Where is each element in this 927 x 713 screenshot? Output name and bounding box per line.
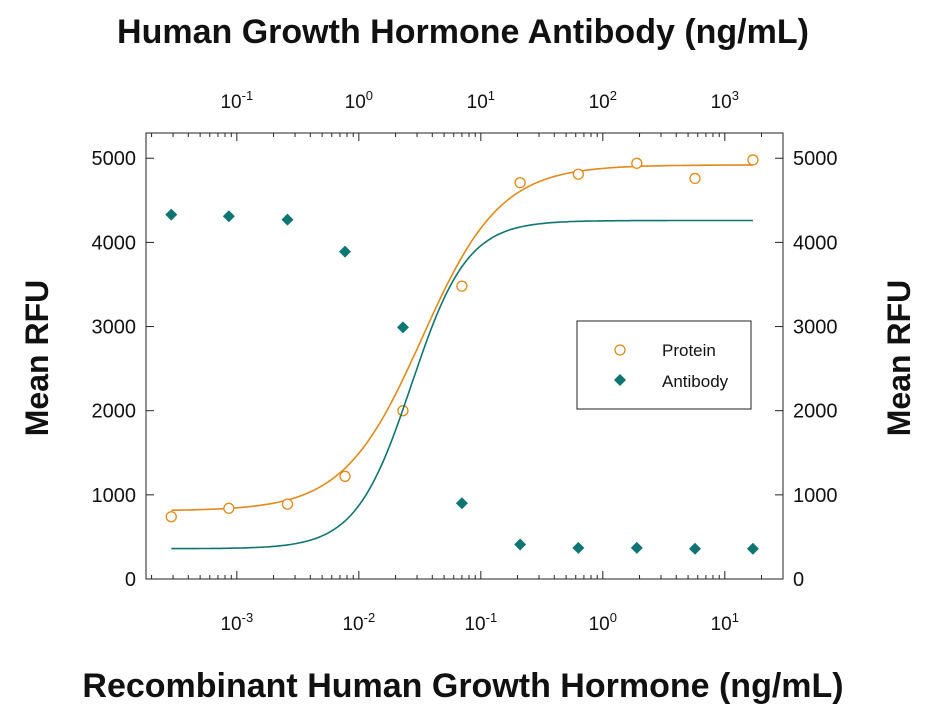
- x-bottom-tick-label: 101: [711, 610, 739, 635]
- x-bottom-tick-label: 100: [589, 610, 617, 635]
- antibody-data-point: [689, 542, 702, 555]
- x-top-tick-label: 100: [345, 88, 373, 113]
- x-top-tick-label: 10-1: [220, 88, 253, 113]
- x-bottom-tick-label: 10-1: [464, 610, 497, 635]
- plot-frame: [145, 132, 784, 580]
- protein-data-point: [689, 172, 701, 185]
- protein-data-point: [456, 280, 468, 292]
- y-right-tick-label: 4000: [793, 232, 838, 254]
- y-left-tick-label: 3000: [92, 317, 137, 339]
- x-top-tick-label: 101: [467, 88, 495, 113]
- y-right-tick-label: 0: [793, 569, 804, 591]
- y-right-tick-label: 1000: [793, 485, 838, 507]
- antibody-data-point: [572, 541, 585, 554]
- y-left-tick-label: 0: [125, 569, 136, 591]
- right-axis-title: Mean RFU: [881, 280, 917, 436]
- y-left-tick-label: 1000: [92, 485, 137, 507]
- antibody-data-point: [222, 210, 235, 223]
- protein-data-point: [514, 176, 526, 189]
- x-top-tick-label: 103: [711, 88, 739, 113]
- antibody-data-point: [455, 497, 468, 510]
- legend-antibody-label: Antibody: [662, 372, 729, 391]
- protein-data-point: [631, 157, 643, 169]
- legend-antibody-marker: [614, 374, 626, 386]
- legend: Protein Antibody: [576, 320, 752, 410]
- antibody-data-point: [165, 208, 178, 221]
- protein-data-point: [572, 168, 584, 180]
- protein-data-point: [747, 154, 759, 166]
- x-top-tick-label: 102: [589, 88, 617, 113]
- x-bottom-tick-label: 10-2: [342, 610, 375, 635]
- protein-data-point: [165, 511, 177, 523]
- antibody-fit-curve: [171, 219, 753, 550]
- y-right-tick-label: 2000: [793, 401, 838, 423]
- y-right-tick-label: 5000: [793, 148, 838, 170]
- bottom-axis-title: Recombinant Human Growth Hormone (ng/mL): [82, 667, 843, 705]
- legend-protein-marker: [614, 344, 626, 356]
- top-axis-title: Human Growth Hormone Antibody (ng/mL): [117, 13, 809, 51]
- antibody-data-point: [630, 541, 643, 554]
- left-axis-title: Mean RFU: [19, 280, 55, 436]
- antibody-data-point: [746, 542, 759, 555]
- antibody-data-point: [281, 213, 294, 226]
- antibody-data-point: [338, 245, 351, 258]
- x-bottom-tick-label: 10-3: [220, 610, 253, 635]
- antibody-data-point: [514, 538, 527, 551]
- legend-box: [576, 320, 752, 410]
- protein-data-point: [339, 470, 351, 482]
- chart-marks: 10-3 10-2 10-1 100 101 10-1 100 101 102 103 0 0 1000…: [92, 88, 838, 635]
- protein-data-point: [281, 498, 294, 510]
- legend-protein-label: Protein: [662, 341, 716, 360]
- protein-fit-curve: [171, 164, 753, 512]
- antibody-data-point: [396, 321, 409, 334]
- y-left-tick-label: 2000: [92, 401, 137, 423]
- y-left-tick-label: 5000: [92, 148, 137, 170]
- y-left-tick-label: 4000: [92, 232, 137, 254]
- protein-data-point: [223, 502, 235, 514]
- y-right-tick-label: 3000: [793, 317, 838, 339]
